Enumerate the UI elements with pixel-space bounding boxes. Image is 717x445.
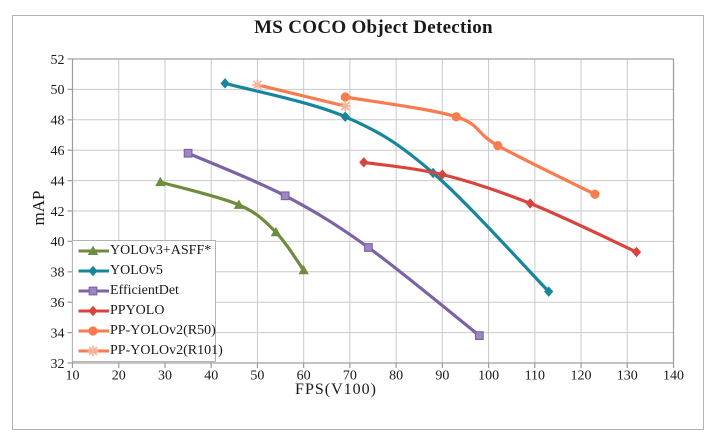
data-point-marker xyxy=(340,111,350,122)
series-yolov5 xyxy=(220,78,554,297)
data-point-marker xyxy=(251,79,263,91)
y-tick-label: 52 xyxy=(51,53,65,68)
y-tick-label: 46 xyxy=(51,144,65,159)
triangle-marker-icon xyxy=(78,245,109,255)
diamond-marker-icon xyxy=(78,265,109,277)
x-tick-label: 120 xyxy=(571,369,592,384)
legend-label: YOLOv5 xyxy=(110,263,163,278)
chart-title: MS COCO Object Detection xyxy=(254,17,493,38)
legend-item: PP-YOLOv2(R50) xyxy=(73,321,216,341)
y-axis-title: mAP xyxy=(29,190,48,226)
x-tick-label: 10 xyxy=(66,369,80,384)
legend-item: PP-YOLOv2(R101) xyxy=(73,341,223,361)
series-ppyolo xyxy=(359,157,642,258)
series-line xyxy=(158,180,306,272)
x-tick-label: 100 xyxy=(478,369,499,384)
y-tick-label: 42 xyxy=(51,205,65,220)
diamond-marker-icon xyxy=(78,305,109,317)
legend-label: EfficientDet xyxy=(110,283,179,298)
legend-label: YOLOv3+ASFF* xyxy=(110,243,212,258)
legend-label: PP-YOLOv2(R50) xyxy=(110,323,216,338)
y-tick-label: 48 xyxy=(51,114,65,129)
y-tick-label: 34 xyxy=(51,326,65,341)
data-point-marker xyxy=(493,141,503,151)
data-point-marker xyxy=(340,92,350,102)
x-tick-label: 140 xyxy=(663,369,684,384)
x-tick-label: 60 xyxy=(297,369,311,384)
data-point-marker xyxy=(155,176,166,187)
legend-marker-icon xyxy=(77,324,110,338)
y-tick-label: 36 xyxy=(51,296,65,311)
x-tick-label: 40 xyxy=(204,369,218,384)
x-tick-label: 90 xyxy=(435,369,449,384)
legend-item: YOLOv5 xyxy=(73,261,215,281)
y-tick-label: 40 xyxy=(51,235,65,250)
data-point-marker xyxy=(220,78,230,89)
y-tick-labels: 32 34 36 38 40 42 44 46 48 50 52 xyxy=(51,53,65,372)
series-efficientdet xyxy=(183,148,484,341)
legend-marker-icon xyxy=(77,344,110,358)
data-point-marker xyxy=(183,148,193,158)
x-tick-label: 70 xyxy=(343,369,357,384)
data-point-marker xyxy=(280,191,290,201)
data-point-marker xyxy=(590,189,600,199)
data-point-marker xyxy=(525,198,535,209)
data-point-marker xyxy=(233,199,245,209)
series-line xyxy=(362,160,639,254)
legend-label: PP-YOLOv2(R101) xyxy=(110,343,223,358)
x-tick-label: 110 xyxy=(525,369,545,384)
data-point-marker xyxy=(451,112,461,122)
data-point-marker xyxy=(544,286,554,297)
series-line xyxy=(343,95,597,196)
x-tick-label: 80 xyxy=(389,369,403,384)
legend-marker-icon xyxy=(77,304,110,318)
data-point-marker xyxy=(437,169,447,180)
series-line xyxy=(255,83,347,108)
series-pp-yolov2-r50- xyxy=(340,92,600,199)
legend-item: EfficientDet xyxy=(73,281,215,301)
legend-marker-icon xyxy=(77,264,110,278)
legend-item: PPYOLO xyxy=(73,301,215,321)
y-tick-label: 44 xyxy=(51,174,65,189)
y-tick-label: 38 xyxy=(51,266,65,281)
legend-marker-icon xyxy=(77,244,110,258)
x-tick-labels: 10 20 30 40 50 60 70 80 90 100 110 120 130 140 xyxy=(66,369,685,384)
y-tick-label: 32 xyxy=(51,357,65,372)
data-point-marker xyxy=(474,331,484,341)
data-point-marker xyxy=(270,226,282,237)
tick-marks xyxy=(67,58,675,368)
x-tick-label: 130 xyxy=(617,369,638,384)
legend-item: YOLOv3+ASFF* xyxy=(73,241,215,261)
legend-label: PPYOLO xyxy=(110,303,165,318)
data-point-marker xyxy=(363,243,373,252)
data-point-marker xyxy=(359,157,369,168)
square-marker-icon xyxy=(78,286,109,296)
data-point-marker xyxy=(339,100,351,112)
series-pp-yolov2-r101- xyxy=(251,79,351,112)
x-tick-label: 30 xyxy=(158,369,172,384)
series-line xyxy=(223,81,551,294)
x-axis-title: FPS(V100) xyxy=(295,381,377,398)
asterisk-marker-icon xyxy=(78,345,109,357)
legend-marker-icon xyxy=(77,284,110,298)
series-line xyxy=(186,151,481,338)
x-tick-label: 20 xyxy=(112,369,126,384)
series-yolov3-asff- xyxy=(155,176,309,275)
legend: YOLOv3+ASFF* YOLOv5 EfficientDet PPYOLO … xyxy=(72,240,223,362)
data-point-marker xyxy=(631,246,642,258)
circle-marker-icon xyxy=(78,326,109,336)
x-tick-label: 50 xyxy=(250,369,264,384)
y-tick-label: 50 xyxy=(51,83,65,98)
data-point-marker xyxy=(298,264,309,275)
